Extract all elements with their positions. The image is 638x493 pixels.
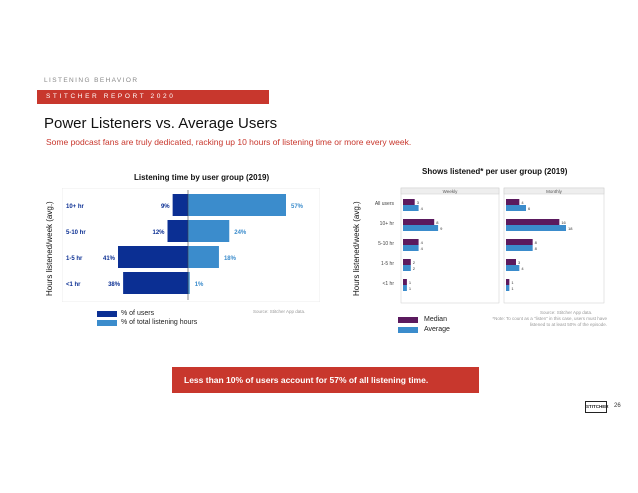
legend-label-average: Average (424, 326, 450, 333)
eyebrow-label: LISTENING BEHAVIOR (44, 77, 139, 84)
value-label-median-weekly-0: 3 (417, 200, 420, 205)
value-label-median-weekly-4: 1 (409, 280, 412, 285)
bar-users-0 (172, 194, 188, 216)
chart1-y-axis-label: Hours listened/week (avg.) (45, 201, 54, 296)
value-label-average-monthly-0: 6 (528, 206, 531, 211)
chart1-title: Listening time by user group (2019) (134, 173, 270, 182)
chart2-note: *Note: To count as a "listen" in this ca… (492, 316, 607, 327)
legend-swatch-hours (97, 320, 117, 326)
bar-average-weekly-3 (403, 265, 411, 271)
value-label-median-monthly-1: 16 (561, 220, 566, 225)
data-label-hours-3: 1% (195, 282, 204, 288)
legend-swatch-users (97, 311, 117, 317)
bar-median-weekly-4 (403, 279, 407, 285)
row-label-4: <1 hr (382, 281, 394, 287)
page-subtitle: Some podcast fans are truly dedicated, r… (46, 137, 412, 147)
bar-users-3 (123, 272, 188, 294)
panel-label-weekly: Weekly (443, 189, 458, 194)
category-label-3: <1 hr (66, 282, 81, 288)
category-label-2: 1-5 hr (66, 256, 83, 262)
value-label-median-weekly-1: 8 (436, 220, 439, 225)
bar-average-monthly-3 (506, 265, 520, 271)
bar-median-monthly-4 (506, 279, 510, 285)
page-title: Power Listeners vs. Average Users (44, 115, 278, 132)
panel-header-monthly (503, 187, 605, 195)
bar-median-weekly-2 (403, 239, 419, 245)
legend-swatch-median (398, 317, 418, 323)
bar-average-weekly-4 (403, 285, 407, 291)
key-insight-callout (172, 367, 479, 393)
bar-average-weekly-2 (403, 245, 419, 251)
bar-average-monthly-0 (506, 205, 526, 211)
category-label-1: 5-10 hr (66, 230, 86, 236)
legend-label-hours: % of total listening hours (121, 319, 198, 326)
bar-median-monthly-2 (506, 239, 533, 245)
bar-median-monthly-0 (506, 199, 520, 205)
bar-median-weekly-1 (403, 219, 435, 225)
bar-users-1 (167, 220, 188, 242)
value-label-average-weekly-4: 1 (409, 286, 412, 291)
data-label-users-1: 12% (152, 230, 165, 236)
bar-median-weekly-0 (403, 199, 415, 205)
value-label-average-monthly-1: 18 (568, 226, 573, 231)
row-label-1: 10+ hr (380, 221, 395, 227)
chart2-y-axis-label: Hours listened/week (avg.) (352, 201, 361, 296)
bar-hours-3 (188, 272, 190, 294)
value-label-median-weekly-3: 2 (413, 260, 416, 265)
value-label-median-monthly-0: 4 (521, 200, 524, 205)
report-banner-text: STITCHER REPORT 2020 (46, 93, 176, 100)
chart1-source: Source: Stitcher App data. (253, 309, 306, 314)
bar-average-weekly-0 (403, 205, 419, 211)
report-banner (37, 90, 269, 104)
value-label-average-monthly-2: 8 (535, 246, 538, 251)
value-label-average-weekly-2: 4 (421, 246, 424, 251)
data-label-users-0: 9% (161, 204, 170, 210)
stitcher-logo: STITCHER (585, 401, 609, 413)
chart1-plot: 10+ hr 9% 57% 5-10 hr 12% 24% 1-5 hr 41% 18% <1 h… (62, 188, 320, 302)
bar-average-weekly-1 (403, 225, 439, 231)
panel-label-monthly: Monthly (546, 189, 563, 194)
value-label-median-monthly-2: 8 (535, 240, 538, 245)
page-number: 26 (614, 403, 621, 409)
bar-median-monthly-3 (506, 259, 516, 265)
data-label-users-2: 41% (103, 256, 116, 262)
data-label-hours-0: 57% (291, 204, 304, 210)
row-label-2: 5-10 hr (378, 241, 394, 247)
panel-header-weekly (400, 187, 500, 195)
bar-hours-1 (188, 220, 230, 242)
category-label-0: 10+ hr (66, 204, 85, 210)
data-label-hours-2: 18% (224, 256, 237, 262)
value-label-average-weekly-3: 2 (413, 266, 416, 271)
value-label-average-monthly-3: 4 (521, 266, 524, 271)
value-label-average-weekly-0: 4 (421, 206, 424, 211)
value-label-average-weekly-1: 9 (440, 226, 443, 231)
value-label-median-monthly-3: 3 (518, 260, 521, 265)
bar-average-monthly-1 (506, 225, 566, 231)
key-insight-text: Less than 10% of users account for 57% o… (184, 375, 429, 385)
bar-users-2 (118, 246, 188, 268)
data-label-hours-1: 24% (234, 230, 247, 236)
value-label-average-monthly-4: 1 (511, 286, 514, 291)
row-label-0: All users (375, 201, 395, 207)
row-label-3: 1-5 hr (381, 261, 394, 267)
bar-average-monthly-2 (506, 245, 533, 251)
data-label-users-3: 38% (108, 282, 121, 288)
value-label-median-weekly-2: 4 (421, 240, 424, 245)
chart2-source: Source: Stitcher App data. (540, 310, 593, 315)
value-label-median-monthly-4: 1 (511, 280, 514, 285)
bar-median-weekly-3 (403, 259, 411, 265)
bar-median-monthly-1 (506, 219, 560, 225)
bar-average-monthly-4 (506, 285, 510, 291)
bar-hours-0 (188, 194, 286, 216)
bar-hours-2 (188, 246, 219, 268)
legend-label-median: Median (424, 316, 447, 323)
legend-swatch-average (398, 327, 418, 333)
chart2-title: Shows listened* per user group (2019) (422, 167, 568, 176)
legend-label-users: % of users (121, 310, 155, 317)
